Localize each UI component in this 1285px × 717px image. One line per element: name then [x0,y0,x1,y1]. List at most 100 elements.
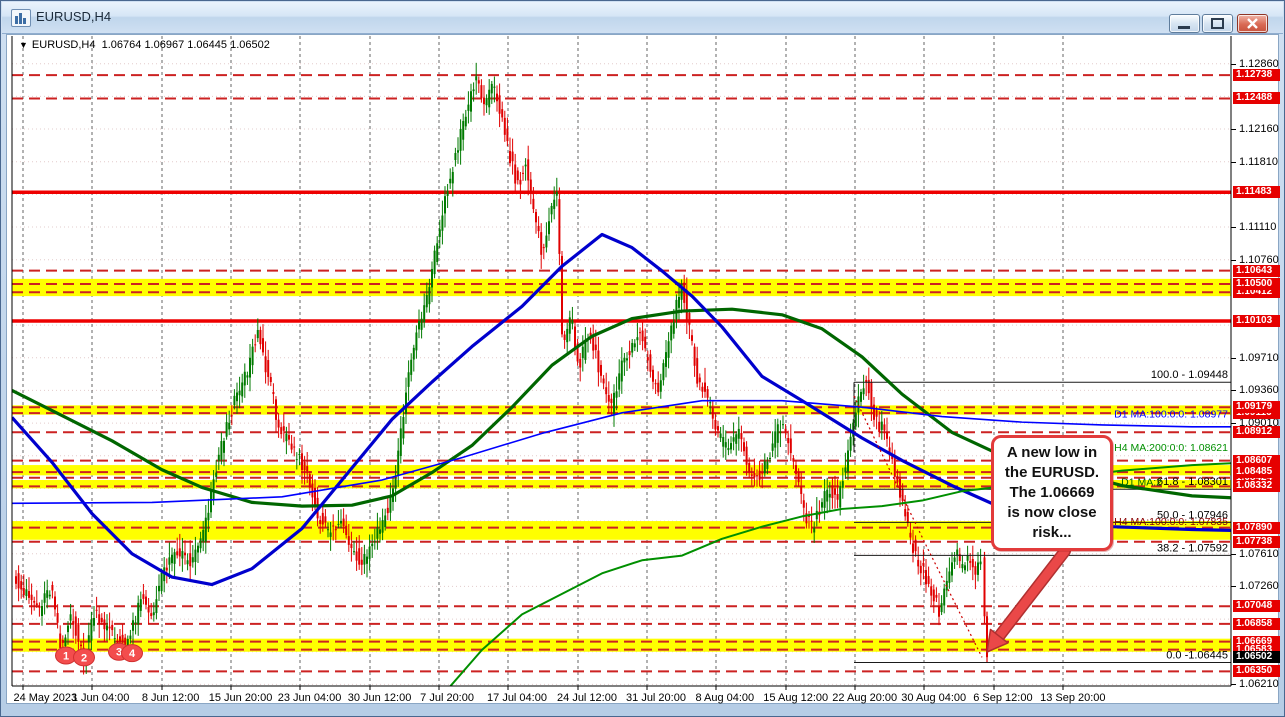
price-tick-label: 1.09360 [1239,384,1279,397]
minimize-button[interactable] [1169,14,1200,33]
support-resistance-band[interactable] [12,480,1231,489]
fib-level-label: 100.0 - 1.09448 [1151,369,1228,381]
close-button[interactable] [1237,14,1268,33]
window-titlebar[interactable]: EURUSD,H4 [2,2,1283,34]
time-axis-label: 8 Jun 12:00 [141,692,200,704]
restore-button[interactable] [1202,14,1233,33]
price-badge: 1.06350 [1233,665,1280,678]
price-tick-label: 1.12860 [1239,57,1279,70]
price-tick-dash [1231,553,1236,555]
window-title: EURUSD,H4 [36,9,112,24]
trendline-dotted[interactable] [853,395,983,658]
ma-label: D1 MA:100:0:0: 1.08977 [1114,408,1228,420]
callout-line: The 1.06669 [1009,484,1095,501]
fib-level-label: 61.8 - 1.08301 [1157,476,1228,488]
callout-line: A new low in [1006,444,1098,461]
callout-line: risk... [1032,524,1072,541]
support-resistance-band[interactable] [12,278,1231,297]
chart-client-area: 100.0 - 1.09448 61.8 - 1.08301 50.0 - 1.07… [6,34,1280,704]
arrow-shaft[interactable] [994,546,1070,641]
price-tick-dash [1231,227,1236,229]
price-tick-dash [1231,63,1236,65]
price-badge: 1.06858 [1233,617,1280,630]
ma-label: H4 MA:100:0:0: 1.07835 [1114,516,1228,528]
price-tick-label: 1.11110 [1239,221,1277,234]
ohlc-symbol: EURUSD,H4 [31,39,96,51]
candles [15,62,988,675]
ma-line-d1-ma-20[interactable] [12,307,1231,508]
time-axis-label: 8 Aug 04:00 [695,692,755,704]
price-badge: 1.06502 [1233,651,1280,664]
ma-label: D1 MA:2 [1121,477,1162,489]
ma-line-h4-ma-100[interactable] [12,232,1231,587]
marker-number: 2 [81,652,87,664]
price-badge: 1.07048 [1233,600,1280,613]
price-badge: 1.08912 [1233,426,1280,439]
ma-label: H4 MA:200:0:0: 1.08621 [1114,442,1228,454]
time-axis-label: 22 Aug 20:00 [832,692,898,704]
price-tick-dash [1231,129,1236,131]
time-axis-label: 6 Sep 12:00 [973,692,1033,704]
ohlc-header: ▼ EURUSD,H4 1.06764 1.06967 1.06445 1.065… [19,39,270,51]
price-badge: 1.08332 [1233,480,1280,493]
ma-line-d1-ma-100[interactable] [12,399,1231,505]
marker-number: 1 [63,650,69,662]
price-badge: 1.12488 [1233,92,1280,105]
symbol-dropdown-icon[interactable]: ▼ [19,40,28,50]
price-badge: 1.10643 [1233,264,1280,277]
time-axis-label: 24 May 2023 [13,692,78,704]
price-badge: 1.07738 [1233,535,1280,548]
support-resistance-band[interactable] [12,405,1231,415]
price-tick-label: 1.06210 [1239,678,1279,691]
callout-line: is now close [1007,504,1097,521]
fib-level-label: 0.0 -1.06445 [1166,649,1228,661]
time-axis-label: 7 Jul 20:00 [420,692,474,704]
numbered-marker[interactable] [121,644,143,663]
fib-level-label: 50.0 - 1.07946 [1157,509,1228,521]
price-badge: 1.10103 [1233,315,1280,328]
price-tick-label: 1.12160 [1239,123,1279,136]
price-tick-label: 1.09710 [1239,351,1279,364]
time-axis-label: 13 Sep 20:00 [1040,692,1106,704]
price-tick-label: 1.07260 [1239,580,1279,593]
ohlc-values: 1.06764 1.06967 1.06445 1.06502 [101,39,270,51]
time-axis-label: 15 Jun 20:00 [208,692,273,704]
price-badge: 1.12738 [1233,69,1280,82]
price-tick-dash [1231,259,1236,261]
price-tick-dash [1231,586,1236,588]
callout-line: the EURUSD. [1004,464,1100,481]
time-axis-label: 1 Jun 04:00 [71,692,130,704]
price-badge: 1.08485 [1233,466,1280,479]
time-axis-label: 30 Jun 12:00 [347,692,412,704]
annotation-callout[interactable]: A new low in the EURUSD. The 1.06669 is … [991,435,1113,551]
price-tick-label: 1.11810 [1239,155,1278,168]
chart-window-icon [11,9,31,27]
ma-line-h4-ma-200[interactable] [447,462,1231,690]
price-badge: 1.10500 [1233,277,1280,290]
time-axis-label: 17 Jul 04:00 [487,692,547,704]
price-badge: 1.07890 [1233,521,1280,534]
price-badge: 1.08607 [1233,454,1280,467]
fib-level-label: 38.2 - 1.07592 [1157,542,1228,554]
price-badge: 1.09179 [1233,401,1280,414]
price-tick-label: 1.07610 [1239,547,1279,560]
support-resistance-band[interactable] [12,465,1231,476]
time-axis-label: 31 Jul 20:00 [626,692,686,704]
price-tick-dash [1231,161,1236,163]
time-axis-label: 23 Jun 04:00 [277,692,342,704]
arrow-head [986,628,1009,653]
time-axis-label: 15 Aug 12:00 [763,692,829,704]
price-tick-dash [1231,357,1236,359]
price-tick-dash [1231,684,1236,686]
price-badge: 1.11483 [1233,186,1280,199]
numbered-marker[interactable] [73,648,95,667]
support-resistance-band[interactable] [12,638,1231,652]
marker-number: 4 [129,648,136,660]
price-tick-label: 1.10760 [1239,253,1279,266]
support-resistance-band[interactable] [12,521,1231,540]
price-tick-label: 1.09010 [1239,417,1279,430]
time-axis-label: 24 Jul 12:00 [557,692,617,704]
marker-number: 3 [116,647,122,659]
